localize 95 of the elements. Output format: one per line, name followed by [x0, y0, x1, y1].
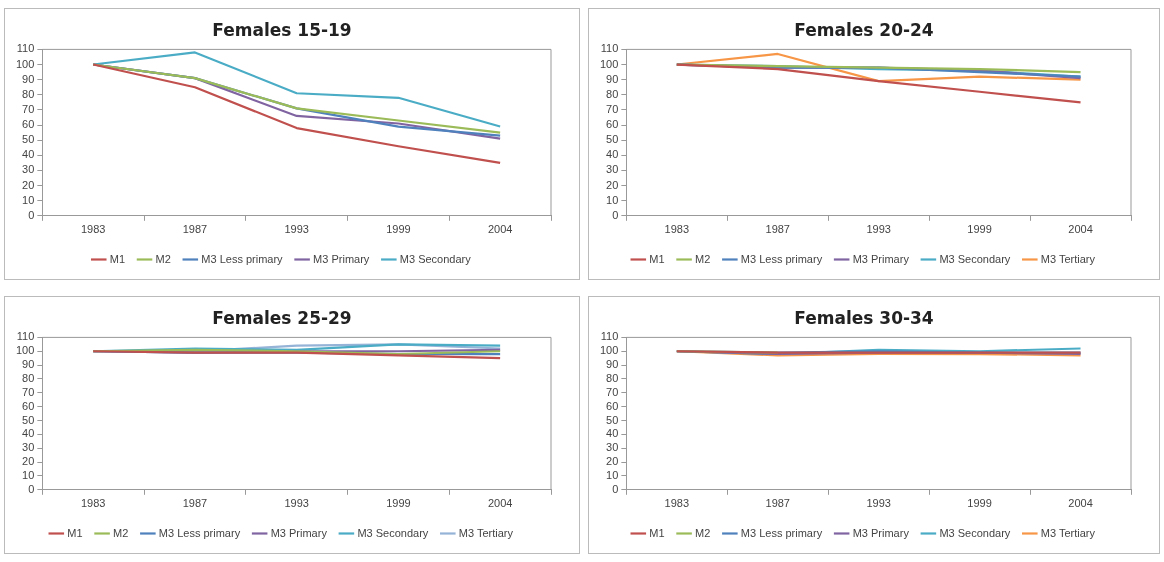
legend-label: M3 Tertiary	[1040, 252, 1096, 265]
x-tick-label: 1983	[664, 223, 690, 236]
legend-label: M3 Less primary	[740, 252, 823, 265]
x-tick-label: 1987	[182, 223, 208, 236]
y-tick-label: 0	[612, 208, 619, 221]
legend-label: M1	[649, 526, 665, 539]
y-tick-label: 0	[28, 482, 35, 495]
y-tick-label: 20	[606, 455, 619, 468]
y-tick-label: 110	[600, 42, 619, 55]
y-tick-label: 0	[28, 208, 35, 221]
y-tick-label: 90	[606, 358, 619, 371]
y-tick-label: 20	[22, 455, 35, 468]
legend-label: M3 Secondary	[357, 526, 429, 539]
legend-label: M2	[695, 252, 711, 265]
y-tick-label: 90	[22, 358, 35, 371]
y-tick-label: 40	[22, 427, 35, 440]
x-tick-label: 2004	[487, 223, 513, 236]
legend-label: M3 Less primary	[201, 252, 284, 265]
legend-label: M3 Primary	[852, 252, 910, 265]
y-tick-label: 70	[22, 102, 35, 115]
chart-title: Females 20-24	[794, 19, 934, 40]
y-tick-label: 80	[606, 87, 619, 100]
legend-label: M3 Primary	[313, 252, 370, 265]
y-tick-label: 60	[606, 118, 619, 131]
chart-title: Females 15-19	[212, 19, 352, 40]
y-tick-label: 100	[599, 344, 619, 357]
x-tick-label: 1983	[80, 497, 106, 510]
y-tick-label: 10	[22, 193, 35, 206]
legend-label: M3 Secondary	[939, 252, 1011, 265]
legend-label: M3 Primary	[270, 526, 328, 539]
legend-label: M2	[155, 252, 171, 265]
y-tick-label: 100	[15, 57, 35, 70]
y-tick-label: 110	[600, 330, 619, 343]
y-tick-label: 110	[16, 42, 35, 55]
y-tick-label: 100	[599, 57, 619, 70]
y-tick-label: 80	[606, 371, 619, 384]
x-tick-label: 2004	[487, 497, 513, 510]
y-tick-label: 70	[606, 385, 619, 398]
y-tick-label: 70	[606, 102, 619, 115]
y-tick-label: 60	[606, 399, 619, 412]
y-tick-label: 50	[22, 413, 35, 426]
legend-label: M1	[109, 252, 126, 265]
y-tick-label: 50	[606, 413, 619, 426]
legend-label: M2	[695, 526, 711, 539]
legend-label: M1	[67, 526, 83, 539]
x-tick-label: 1993	[866, 497, 891, 510]
y-tick-label: 60	[22, 399, 35, 412]
y-tick-label: 80	[22, 87, 35, 100]
y-tick-label: 10	[606, 193, 619, 206]
y-tick-label: 0	[612, 482, 619, 495]
y-tick-label: 70	[22, 385, 35, 398]
y-tick-label: 50	[606, 133, 619, 146]
chart-title: Females 25-29	[212, 307, 352, 328]
y-tick-label: 90	[22, 72, 35, 85]
legend-label: M3 Tertiary	[1040, 526, 1096, 539]
x-tick-label: 1987	[765, 497, 790, 510]
x-tick-label: 1987	[182, 497, 208, 510]
y-tick-label: 10	[606, 468, 619, 481]
legend-label: M1	[649, 252, 665, 265]
y-tick-label: 30	[606, 163, 619, 176]
legend-label: M3 Secondary	[939, 526, 1011, 539]
y-tick-label: 50	[22, 133, 35, 146]
legend-label: M2	[113, 526, 129, 539]
x-tick-label: 1999	[967, 497, 992, 510]
x-tick-label: 1983	[664, 497, 690, 510]
y-tick-label: 30	[22, 163, 35, 176]
legend-label: M3 Tertiary	[458, 526, 514, 539]
legend-label: M3 Less primary	[158, 526, 241, 539]
x-tick-label: 1993	[866, 223, 891, 236]
legend-label: M3 Secondary	[399, 252, 472, 265]
y-tick-label: 40	[606, 427, 619, 440]
y-tick-label: 30	[606, 441, 619, 454]
x-tick-label: 2004	[1068, 497, 1093, 510]
y-tick-label: 80	[22, 371, 35, 384]
chart-title: Females 30-34	[794, 307, 934, 328]
y-tick-label: 20	[606, 178, 619, 191]
y-tick-label: 10	[22, 468, 35, 481]
x-tick-label: 1993	[284, 223, 309, 236]
y-tick-label: 40	[606, 148, 619, 161]
x-tick-label: 1987	[765, 223, 790, 236]
x-tick-label: 1999	[967, 223, 992, 236]
x-tick-label: 2004	[1068, 223, 1093, 236]
legend-label: M3 Less primary	[740, 526, 823, 539]
y-tick-label: 30	[22, 441, 35, 454]
legend-label: M3 Primary	[852, 526, 910, 539]
y-tick-label: 90	[606, 72, 619, 85]
x-tick-label: 1983	[80, 223, 106, 236]
y-tick-label: 60	[22, 118, 35, 131]
y-tick-label: 110	[16, 330, 35, 343]
y-tick-label: 100	[15, 344, 35, 357]
x-tick-label: 1993	[284, 497, 309, 510]
x-tick-label: 1999	[386, 223, 411, 236]
y-tick-label: 20	[22, 178, 35, 191]
y-tick-label: 40	[22, 148, 35, 161]
x-tick-label: 1999	[386, 497, 411, 510]
